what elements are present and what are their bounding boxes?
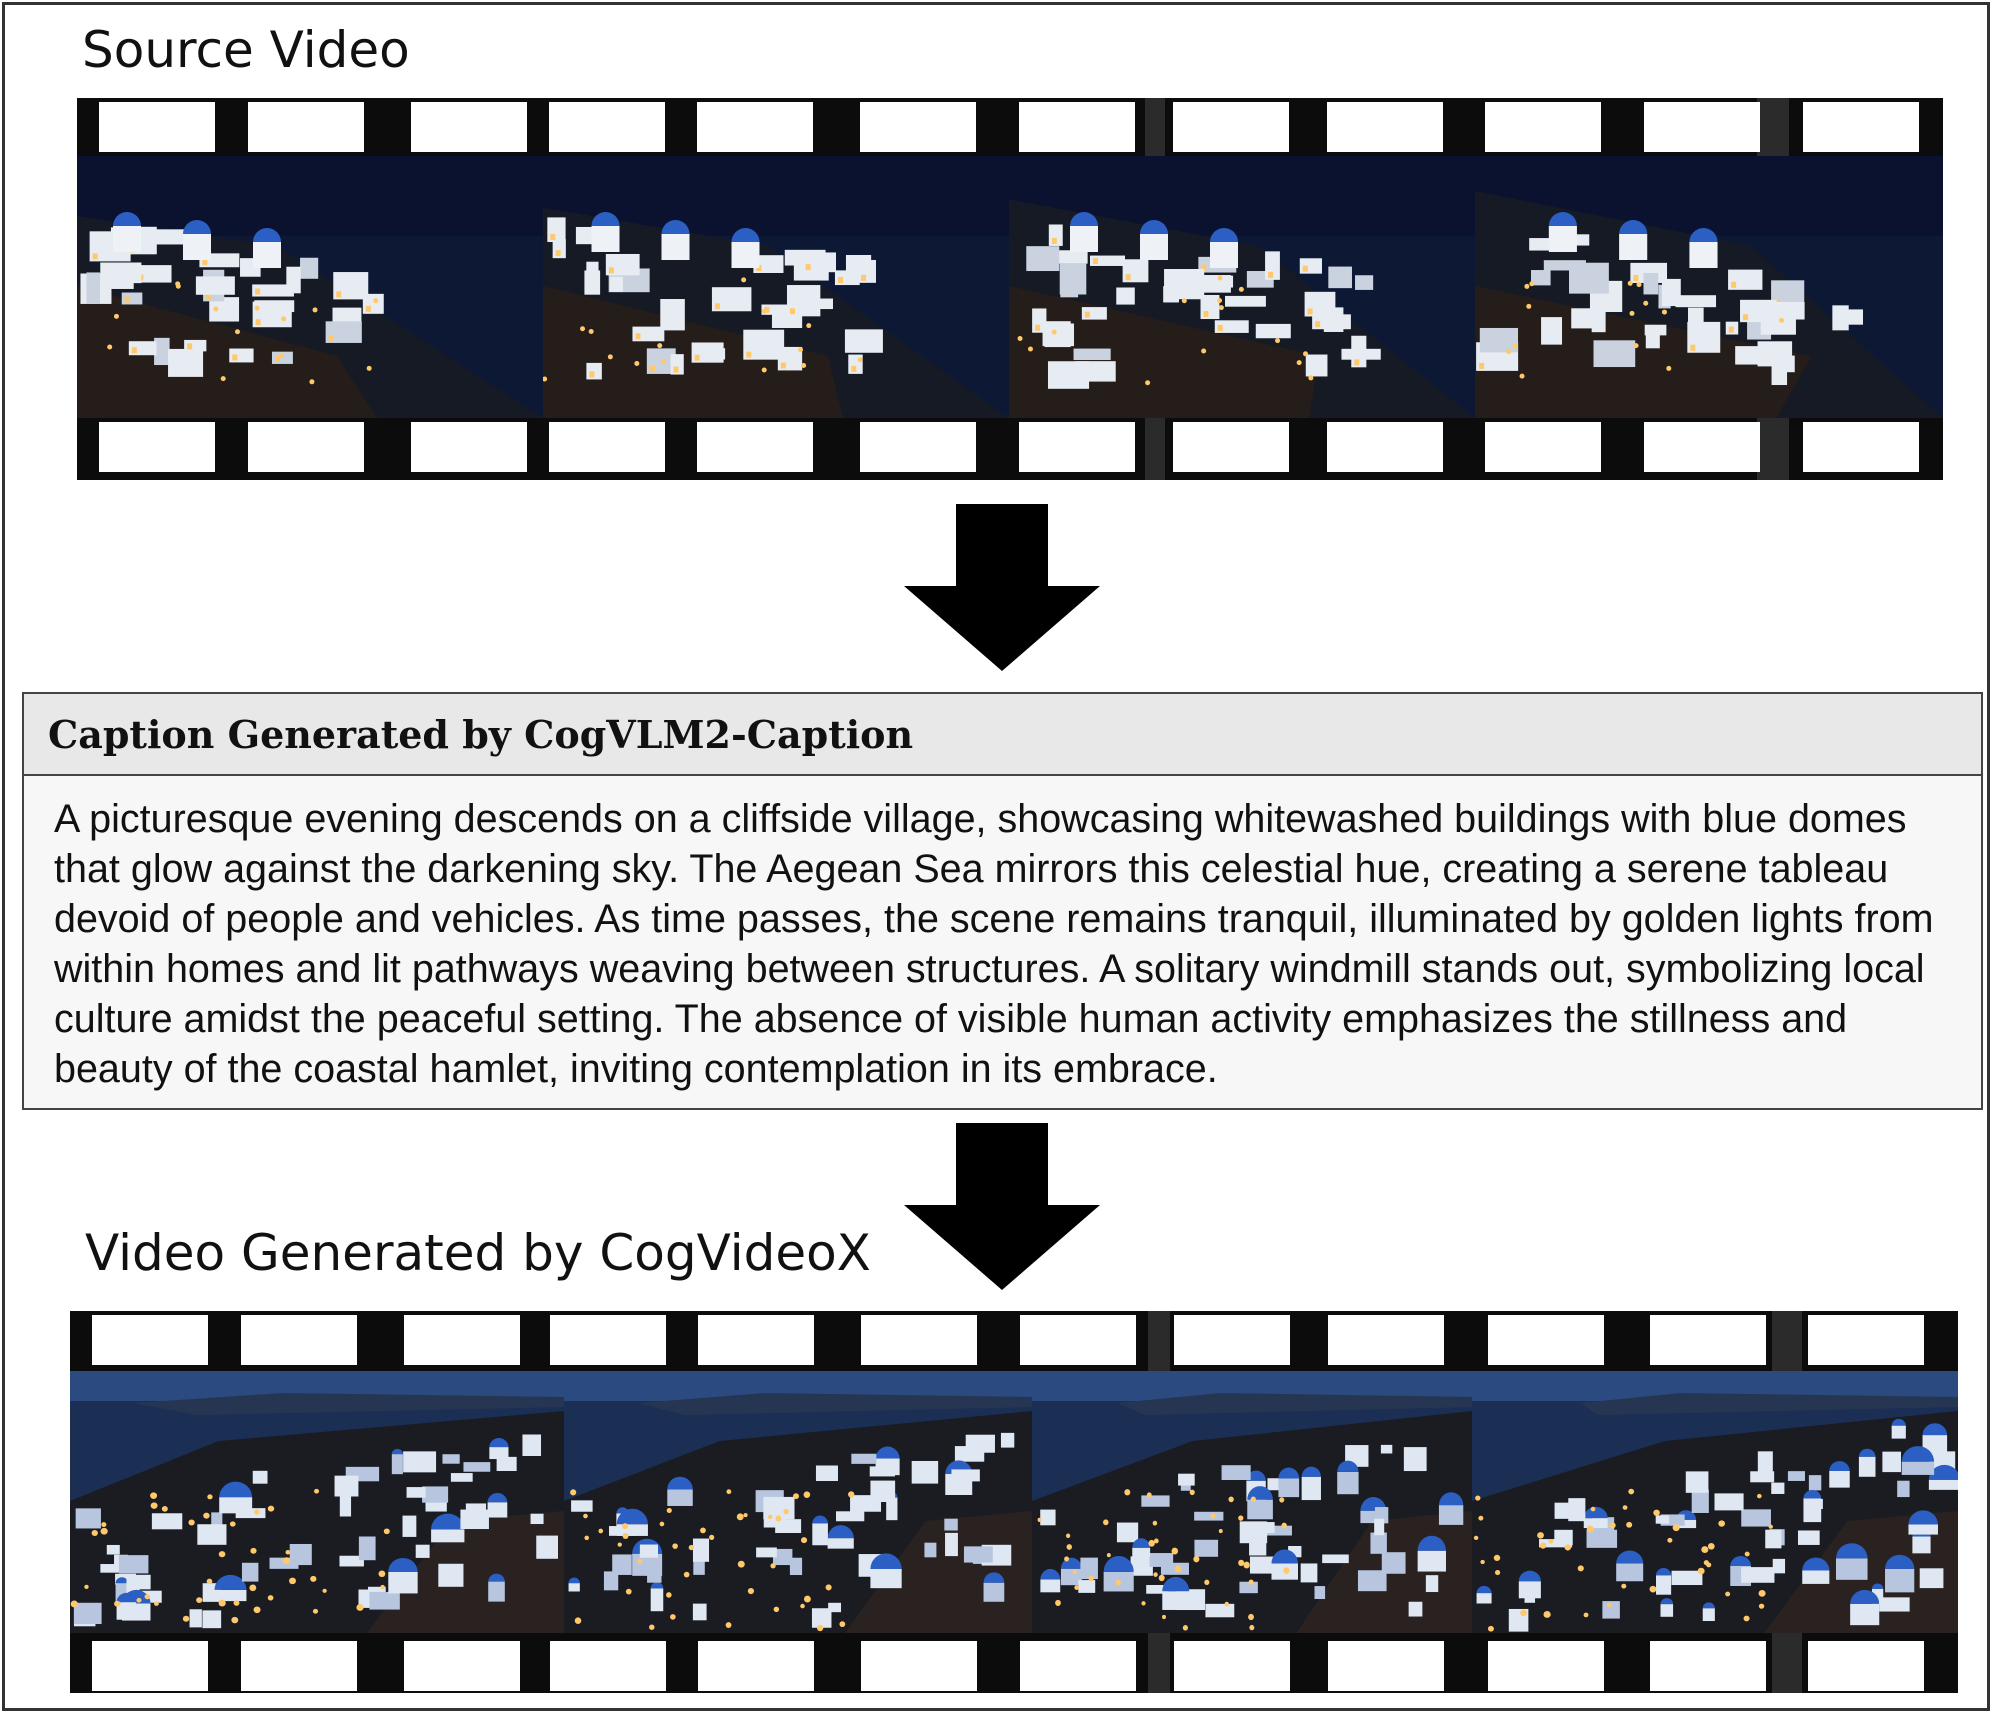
- film-perforation: [1173, 102, 1289, 152]
- film-perforation: [241, 1641, 357, 1691]
- film-perforation: [404, 1315, 520, 1365]
- film-perforation: [404, 1641, 520, 1691]
- film-perforation: [1485, 422, 1601, 472]
- source-video-frame-2: [543, 156, 1009, 418]
- scene-image: [1475, 156, 1943, 418]
- film-perforation: [241, 1315, 357, 1365]
- film-perforation: [698, 1315, 814, 1365]
- generated-video-title: Video Generated by CogVideoX: [85, 1224, 871, 1282]
- film-perforation: [697, 422, 813, 472]
- caption-header: Caption Generated by CogVLM2-Caption: [24, 694, 1981, 776]
- film-perforation: [1803, 102, 1919, 152]
- film-perforation: [99, 102, 215, 152]
- generated-video-frame-1: [70, 1371, 564, 1633]
- film-perforation: [549, 422, 665, 472]
- scene-image: [1032, 1371, 1472, 1633]
- film-perforation: [1327, 422, 1443, 472]
- film-perforation: [411, 422, 527, 472]
- source-video-filmstrip: [77, 98, 1943, 480]
- film-perforation: [697, 102, 813, 152]
- film-perforation: [1808, 1315, 1924, 1365]
- film-perforation: [549, 102, 665, 152]
- caption-title: Caption Generated by CogVLM2-Caption: [48, 712, 914, 757]
- film-perforation: [861, 1641, 977, 1691]
- film-perforation: [860, 422, 976, 472]
- film-perforation: [411, 102, 527, 152]
- film-perforation: [1488, 1641, 1604, 1691]
- film-perforation: [1644, 102, 1760, 152]
- source-video-title: Source Video: [82, 21, 410, 79]
- generated-video-filmstrip: [70, 1311, 1958, 1693]
- generated-video-frame-2: [564, 1371, 1032, 1633]
- film-perforation: [1173, 422, 1289, 472]
- generated-video-frame-4: [1472, 1371, 1958, 1633]
- film-perforation: [1485, 102, 1601, 152]
- scene-image: [77, 156, 543, 418]
- film-perforation: [1327, 102, 1443, 152]
- film-perforation: [1020, 1315, 1136, 1365]
- film-perforation: [1328, 1315, 1444, 1365]
- film-perforation: [1803, 422, 1919, 472]
- arrow-down-icon: [902, 1123, 1102, 1291]
- scene-image: [1009, 156, 1475, 418]
- scene-image: [564, 1371, 1032, 1633]
- arrow-down-icon: [902, 504, 1102, 672]
- source-video-frame-3: [1009, 156, 1475, 418]
- scene-image: [70, 1371, 564, 1633]
- film-perforation: [1019, 422, 1135, 472]
- film-perforation: [248, 102, 364, 152]
- source-video-frame-4: [1475, 156, 1943, 418]
- source-video-frame-1: [77, 156, 543, 418]
- film-perforation: [1644, 422, 1760, 472]
- film-perforation: [1020, 1641, 1136, 1691]
- film-perforation: [698, 1641, 814, 1691]
- film-perforation: [1650, 1315, 1766, 1365]
- film-perforation: [92, 1641, 208, 1691]
- film-perforation: [1174, 1315, 1290, 1365]
- generated-video-frame-3: [1032, 1371, 1472, 1633]
- caption-text: A picturesque evening descends on a clif…: [54, 797, 1934, 1091]
- film-perforation: [550, 1315, 666, 1365]
- scene-image: [1472, 1371, 1958, 1633]
- caption-box: Caption Generated by CogVLM2-Caption A p…: [22, 692, 1983, 1110]
- film-perforation: [1650, 1641, 1766, 1691]
- film-perforation: [550, 1641, 666, 1691]
- film-perforation: [99, 422, 215, 472]
- film-perforation: [1808, 1641, 1924, 1691]
- film-perforation: [1328, 1641, 1444, 1691]
- scene-image: [543, 156, 1009, 418]
- film-perforation: [1488, 1315, 1604, 1365]
- film-perforation: [1174, 1641, 1290, 1691]
- film-perforation: [92, 1315, 208, 1365]
- film-perforation: [1019, 102, 1135, 152]
- film-perforation: [861, 1315, 977, 1365]
- film-perforation: [860, 102, 976, 152]
- film-perforation: [248, 422, 364, 472]
